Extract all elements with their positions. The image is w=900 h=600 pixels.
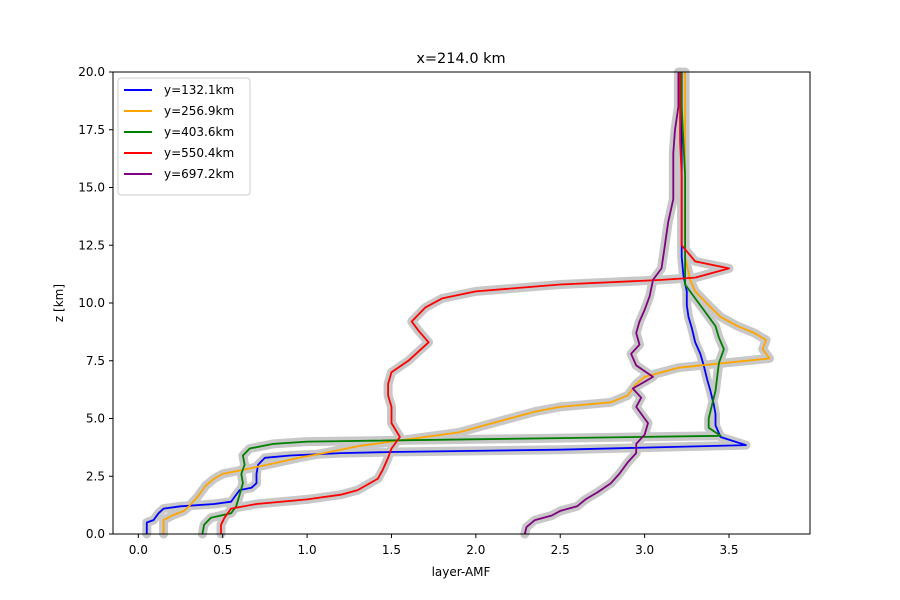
legend: y=132.1km y=256.9km y=403.6km y=550.4km y=69… (117, 77, 251, 196)
y-tick-label: 7.5 (86, 354, 105, 368)
x-tick-label: 1.0 (298, 543, 317, 557)
series-line-4 (220, 72, 730, 534)
series-line-3 (201, 72, 725, 535)
y-tick-label: 2.5 (86, 469, 105, 483)
x-tick-label: 3.0 (635, 543, 654, 557)
legend-label-3: y=403.6km (164, 125, 234, 139)
uncertainty-band-5 (520, 67, 683, 539)
series-line-5 (523, 72, 680, 535)
x-tick-label: 0.5 (213, 543, 232, 557)
y-tick-label: 17.5 (78, 123, 105, 137)
legend-label-4: y=550.4km (164, 146, 234, 160)
legend-label-2: y=256.9km (164, 104, 234, 118)
legend-label-5: y=697.2km (164, 167, 234, 181)
x-tick-label: 1.5 (382, 543, 401, 557)
y-tick-label: 10.0 (78, 296, 105, 310)
x-tick-label: 2.0 (466, 543, 485, 557)
y-tick-label: 15.0 (78, 181, 105, 195)
x-tick-label: 0.0 (129, 543, 148, 557)
series-lines (145, 72, 771, 535)
series-line-2 (162, 72, 771, 534)
y-axis-label: z [km] (52, 284, 66, 322)
y-tick-label: 0.0 (86, 527, 105, 541)
x-tick-label: 2.5 (551, 543, 570, 557)
uncertainty-band-4 (216, 67, 734, 539)
y-tick-label: 12.5 (78, 238, 105, 252)
legend-label-1: y=132.1km (164, 83, 234, 97)
x-axis-label: layer-AMF (432, 565, 491, 579)
y-tick-label: 5.0 (86, 412, 105, 426)
x-tick-label: 3.5 (719, 543, 738, 557)
y-axis-ticks: 0.0 2.5 5.0 7.5 10.0 12.5 15.0 17.5 20.0 (78, 65, 113, 541)
legend-box (117, 77, 251, 196)
y-tick-label: 20.0 (78, 65, 105, 79)
chart-title: x=214.0 km (416, 51, 505, 67)
x-axis-ticks: 0.0 0.5 1.0 1.5 2.0 2.5 3.0 3.5 (129, 534, 739, 557)
